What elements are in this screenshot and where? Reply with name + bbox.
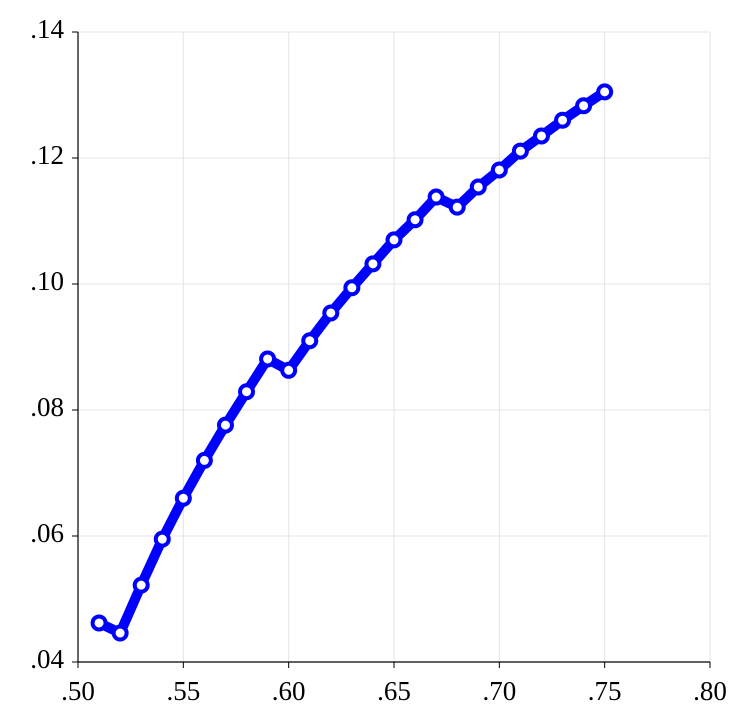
y-tick-label: .14 <box>30 14 64 44</box>
x-tick-label: .55 <box>166 676 200 706</box>
data-point <box>448 198 466 216</box>
y-tick-label: .10 <box>30 266 64 296</box>
data-point <box>532 127 550 145</box>
data-point <box>575 97 593 115</box>
data-point <box>216 416 234 434</box>
x-tick-label: .65 <box>377 676 411 706</box>
data-point <box>195 451 213 469</box>
data-point <box>490 161 508 179</box>
data-line <box>96 87 608 639</box>
y-tick-label: .04 <box>30 644 64 674</box>
y-tick-label: .06 <box>30 518 64 548</box>
data-point <box>364 255 382 273</box>
data-point <box>90 614 108 632</box>
y-tick-label: .08 <box>30 392 64 422</box>
data-point <box>153 530 171 548</box>
x-tick-label: .70 <box>482 676 516 706</box>
data-point <box>343 279 361 297</box>
data-point <box>406 211 424 229</box>
data-point <box>132 576 150 594</box>
data-point <box>301 332 319 350</box>
data-point <box>511 142 529 160</box>
x-tick-label: .75 <box>588 676 622 706</box>
y-tick-label: .12 <box>30 140 64 170</box>
data-point <box>259 350 277 368</box>
x-tick-label: .80 <box>693 676 727 706</box>
x-tick-label: .50 <box>61 676 95 706</box>
data-point <box>554 111 572 129</box>
data-point <box>385 231 403 249</box>
data-point <box>111 624 129 642</box>
data-point <box>280 361 298 379</box>
data-point <box>596 83 614 101</box>
x-tick-label: .60 <box>272 676 306 706</box>
data-point <box>238 383 256 401</box>
data-point <box>322 304 340 322</box>
data-point <box>427 188 445 206</box>
data-point <box>469 178 487 196</box>
data-point <box>174 489 192 507</box>
